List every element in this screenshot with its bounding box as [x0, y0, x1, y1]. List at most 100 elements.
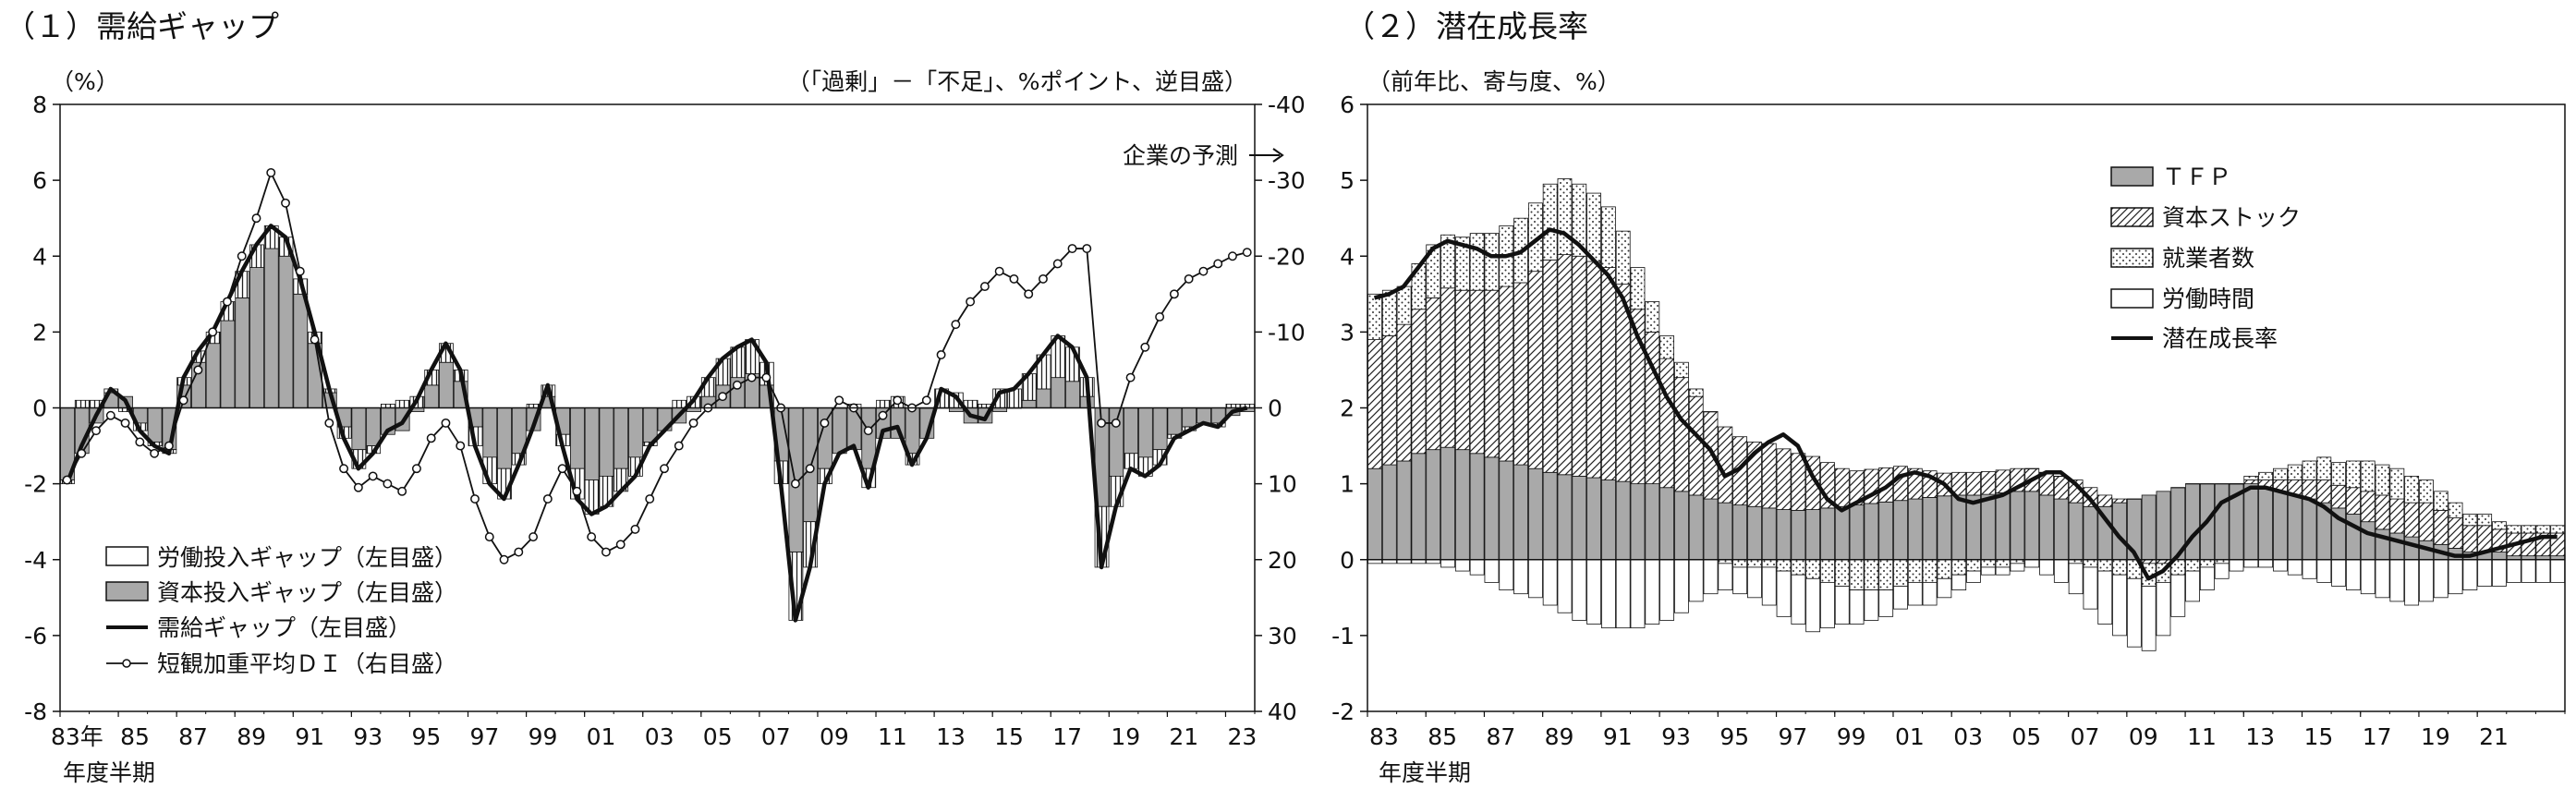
tfp-bar — [1542, 471, 1558, 561]
capital-gap-bar — [614, 407, 629, 469]
employed-bar — [2462, 514, 2478, 527]
tfp-bar — [2156, 491, 2171, 561]
hours-bar — [2185, 570, 2200, 602]
tfp-bar — [2083, 505, 2098, 561]
legend-marker-di — [122, 659, 131, 668]
capital-stock-bar — [1572, 255, 1587, 477]
employed-bar — [1630, 267, 1646, 310]
capital-stock-bar — [1440, 287, 1455, 448]
capital-stock-bar — [2477, 525, 2493, 552]
capital-stock-bar — [2433, 509, 2448, 545]
hours-bar — [2433, 559, 2448, 599]
tankan-di-point — [1067, 244, 1077, 253]
hours-bar — [1557, 559, 1573, 613]
x-tick-label: 13 — [2245, 723, 2275, 750]
x-tick-label: 85 — [1428, 723, 1457, 750]
tfp-bar — [1645, 483, 1660, 561]
employed-bar — [1674, 361, 1689, 379]
capital-stock-bar — [1995, 469, 2011, 493]
capital-stock-bar — [1659, 358, 1675, 489]
tfp-bar — [2053, 498, 2069, 561]
tfp-bar — [2360, 521, 2376, 561]
employed-bar — [2419, 479, 2434, 504]
employed-bar — [2360, 460, 2376, 492]
tfp-bar — [1484, 456, 1500, 561]
tfp-bar — [1878, 501, 1894, 561]
y-left-tick-label: 2 — [32, 319, 47, 346]
tankan-di-point — [208, 327, 218, 337]
x-tick-label: 19 — [2421, 723, 2450, 750]
employed-bar — [1907, 559, 1923, 583]
x-tick-label: 05 — [703, 723, 733, 750]
capital-gap-bar — [1197, 407, 1211, 424]
tankan-di-point — [1169, 289, 1179, 299]
tankan-di-point — [1097, 418, 1106, 428]
tfp-bar — [1864, 503, 1879, 561]
tfp-bar — [1674, 491, 1689, 561]
capital-stock-bar — [1454, 289, 1470, 451]
tankan-di-point — [266, 167, 276, 177]
hours-bar — [1980, 566, 1996, 576]
y-left-tick-label: 8 — [32, 91, 47, 118]
legend-swatch-capital-stock — [2110, 207, 2154, 227]
employed-bar — [2375, 464, 2390, 496]
right-unit-label: （前年比、寄与度、%） — [1367, 68, 1621, 95]
hours-bar — [1849, 589, 1865, 625]
x-tick-label: 15 — [2304, 723, 2334, 750]
hours-bar — [2126, 577, 2142, 648]
tfp-bar — [1527, 467, 1543, 561]
x-tick-label: 07 — [2071, 723, 2100, 750]
capital-gap-bar — [1137, 407, 1153, 458]
left-legend-item-capital: 資本投入ギャップ（左目盛） — [157, 579, 457, 606]
tankan-di-point — [921, 395, 931, 406]
tfp-bar — [1572, 476, 1587, 561]
capital-stock-bar — [1542, 259, 1558, 473]
tfp-bar — [1732, 504, 1748, 561]
tfp-bar — [1951, 494, 1967, 561]
hours-bar — [1791, 574, 1806, 625]
y-tick-label: 2 — [1340, 395, 1355, 422]
x-tick-label: 87 — [178, 723, 208, 750]
y-right-tick-label: 30 — [1268, 623, 1297, 649]
y-right-tick-label: -10 — [1268, 319, 1306, 346]
tankan-di-point — [397, 486, 407, 496]
x-tick-label: 23 — [1227, 723, 1257, 750]
capital-gap-bar — [439, 361, 454, 408]
tfp-bar — [1454, 449, 1470, 561]
x-tick-label: 91 — [1603, 723, 1633, 750]
tankan-di-point — [645, 494, 655, 504]
capital-stock-bar — [1426, 297, 1441, 451]
employed-bar — [1995, 559, 2011, 568]
employed-bar — [2404, 476, 2420, 504]
right-axis-unit-label: （「過剰」－「不足」、%ポイント、逆目盛） — [787, 68, 1247, 95]
tankan-di-point — [251, 213, 261, 224]
left-legend-item-gap: 需給ギャップ（左目盛） — [157, 614, 411, 641]
tankan-di-point — [1213, 259, 1223, 269]
capital-gap-bar — [220, 320, 236, 408]
x-tick-label: 95 — [1719, 723, 1749, 750]
legend-swatch-tfp — [2110, 166, 2154, 187]
tankan-di-point — [470, 494, 480, 504]
capital-gap-bar — [905, 407, 920, 455]
employed-bar — [1600, 206, 1616, 268]
capital-stock-bar — [2360, 491, 2376, 523]
capital-gap-bar — [846, 407, 862, 451]
tankan-di-line — [66, 172, 1247, 561]
tankan-di-point — [1184, 273, 1194, 284]
y-left-tick-label: 0 — [32, 395, 47, 422]
right-legend-item-tfp: ＴＦＰ — [2162, 164, 2231, 190]
tfp-bar — [1513, 464, 1528, 561]
x-tick-label: 05 — [2011, 723, 2041, 750]
employed-bar — [2477, 514, 2493, 527]
tankan-di-point — [77, 448, 87, 458]
employed-bar — [1557, 178, 1573, 256]
tfp-bar — [1586, 477, 1601, 561]
y-tick-label: 0 — [1340, 547, 1355, 574]
employed-bar — [2083, 559, 2098, 568]
tankan-di-point — [441, 418, 451, 428]
hours-bar — [2316, 559, 2332, 583]
tfp-bar — [1718, 502, 1733, 561]
tfp-bar — [1469, 453, 1485, 561]
